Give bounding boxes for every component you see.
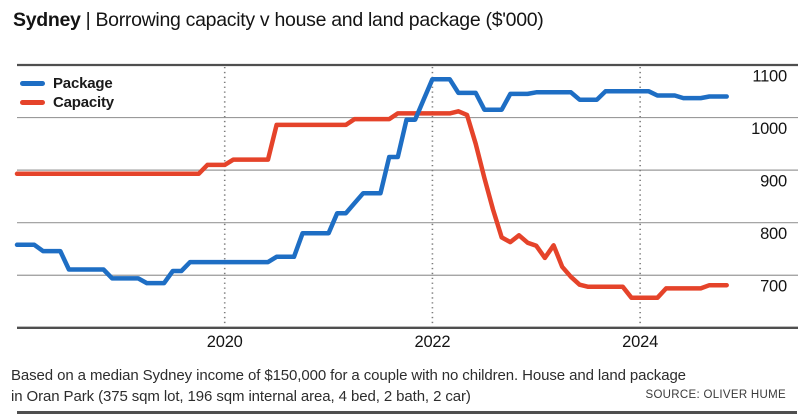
y-axis-label-700: 700 xyxy=(760,278,787,296)
y-axis-label-1100: 1100 xyxy=(752,68,787,86)
legend-item-package: Package xyxy=(20,74,114,93)
x-axis-label-2022: 2022 xyxy=(414,333,450,351)
package-line-swatch xyxy=(20,81,45,86)
y-axis-label-1000: 1000 xyxy=(751,120,787,138)
source-credit: SOURCE: OLIVER HUME xyxy=(645,389,786,401)
chart-title-brand: Sydney xyxy=(13,9,81,31)
y-axis-label-900: 900 xyxy=(760,173,787,191)
footnote: Based on a median Sydney income of $150,… xyxy=(11,366,793,407)
legend: Package Capacity xyxy=(20,74,114,112)
x-axis-label-2020: 2020 xyxy=(207,333,243,351)
y-axis-label-800: 800 xyxy=(760,225,787,243)
x-axis-label-2024: 2024 xyxy=(622,333,658,351)
bottom-rule xyxy=(17,411,797,414)
series-line-package xyxy=(14,76,729,286)
footnote-line-2: in Oran Park (375 sqm lot, 196 sqm inter… xyxy=(11,387,471,405)
legend-item-capacity: Capacity xyxy=(20,93,114,112)
chart-title-text: | Borrowing capacity v house and land pa… xyxy=(85,9,544,31)
chart-title: Sydney | Borrowing capacity v house and l… xyxy=(13,9,544,32)
footnote-line-1: Based on a median Sydney income of $150,… xyxy=(11,367,686,384)
capacity-line-swatch xyxy=(20,100,45,105)
legend-label-capacity: Capacity xyxy=(53,94,114,111)
series-line-capacity xyxy=(14,109,729,301)
legend-label-package: Package xyxy=(53,75,113,92)
